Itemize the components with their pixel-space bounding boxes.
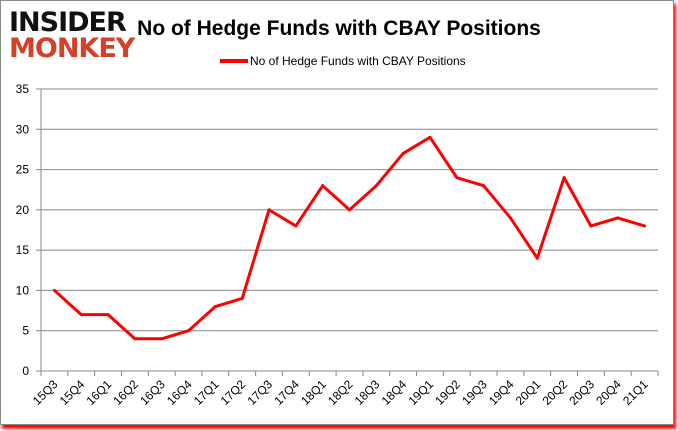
x-tick-label: 17Q3 — [244, 377, 275, 408]
x-tick-label: 21Q1 — [620, 377, 651, 408]
x-tick-label: 16Q3 — [137, 377, 168, 408]
data-point — [374, 184, 378, 188]
data-point — [562, 176, 566, 180]
x-tick-label: 16Q4 — [164, 377, 195, 408]
y-tick-label: 10 — [16, 283, 30, 297]
data-point — [294, 224, 298, 228]
data-point — [589, 224, 593, 228]
y-tick-label: 5 — [22, 324, 29, 338]
x-tick-label: 16Q2 — [110, 377, 141, 408]
x-tick-label: 20Q1 — [513, 377, 544, 408]
y-tick-label: 30 — [16, 122, 30, 136]
data-point — [348, 208, 351, 212]
data-point — [535, 256, 539, 260]
x-tick-label: 18Q3 — [352, 377, 383, 408]
y-tick-label: 25 — [16, 163, 30, 177]
data-point — [52, 288, 56, 292]
data-point — [401, 151, 405, 155]
x-tick-label: 20Q4 — [593, 377, 624, 408]
x-tick-label: 17Q4 — [271, 377, 302, 408]
data-point — [160, 337, 164, 341]
y-tick-label: 0 — [22, 364, 29, 378]
x-tick-label: 16Q1 — [84, 377, 115, 408]
data-point — [616, 216, 620, 220]
data-point — [482, 184, 486, 188]
data-point — [213, 305, 217, 309]
data-point — [643, 224, 647, 228]
series-line — [53, 135, 646, 341]
x-tick-label: 18Q4 — [379, 377, 410, 408]
chart-title: No of Hedge Funds with CBAY Positions — [137, 17, 541, 40]
data-point — [133, 337, 137, 341]
x-tick-label: 17Q1 — [191, 377, 222, 408]
x-tick-label: 15Q3 — [30, 377, 61, 408]
x-tick-label: 19Q2 — [432, 377, 463, 408]
x-tick-label: 19Q1 — [405, 377, 436, 408]
x-tick-label: 17Q2 — [218, 377, 249, 408]
data-point — [106, 313, 110, 317]
y-tick-label: 15 — [16, 243, 30, 257]
data-point — [321, 184, 325, 188]
data-point — [455, 176, 459, 180]
data-point — [267, 208, 271, 212]
data-point — [79, 313, 83, 317]
data-point — [508, 216, 512, 220]
logo-line2: MONKEY — [9, 33, 136, 64]
data-point — [187, 329, 191, 333]
data-point — [240, 296, 244, 300]
x-tick-label: 19Q3 — [459, 377, 490, 408]
y-tick-label: 35 — [16, 82, 30, 96]
legend-label: No of Hedge Funds with CBAY Positions — [250, 54, 466, 68]
x-tick-label: 20Q2 — [540, 377, 571, 408]
x-tick-label: 18Q2 — [325, 377, 356, 408]
x-tick-label: 19Q4 — [486, 377, 517, 408]
y-tick-label: 20 — [16, 203, 30, 217]
line-chart: INSIDER MONKEY No of Hedge Funds with CB… — [9, 7, 659, 408]
x-tick-label: 15Q4 — [57, 377, 88, 408]
x-tick-label: 20Q3 — [566, 377, 597, 408]
x-tick-label: 18Q1 — [298, 377, 329, 408]
data-point — [428, 135, 432, 139]
logo-line1: INSIDER — [9, 7, 127, 38]
